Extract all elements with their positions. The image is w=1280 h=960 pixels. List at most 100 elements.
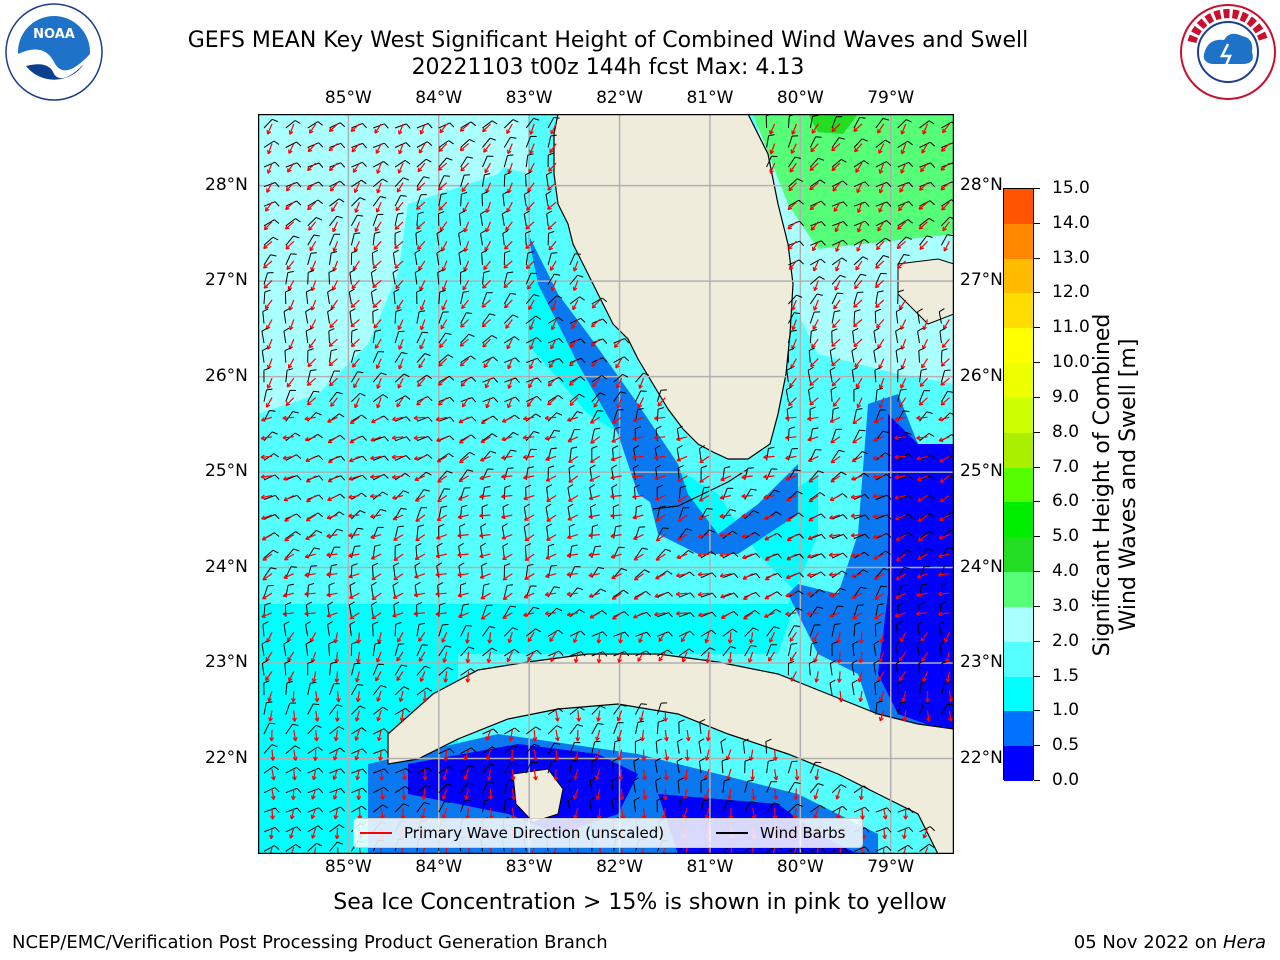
wind-barb-flag (515, 377, 520, 383)
wind-barb-flag (533, 430, 540, 434)
wave-arrow-head (391, 454, 396, 458)
wind-barb (502, 194, 505, 207)
wind-barb (263, 845, 275, 852)
wave-direction-arrow (677, 475, 688, 483)
wind-barb (941, 412, 951, 422)
wave-arrow-head (809, 185, 812, 190)
wave-direction-arrow (809, 182, 819, 191)
wind-barb (502, 233, 505, 246)
wind-barb-flag (908, 494, 914, 501)
wind-barb (329, 747, 341, 755)
wind-barb-flag (274, 807, 280, 813)
wind-barb (372, 624, 374, 637)
wind-barb-flag (527, 466, 534, 469)
wave-direction-arrow (529, 143, 535, 155)
wind-barb-flag (362, 123, 367, 129)
wind-barb-flag (553, 429, 560, 432)
wind-barb (263, 744, 273, 754)
wave-direction-arrow (831, 377, 841, 387)
wind-barb-flag (830, 386, 837, 391)
wind-barb-flag (270, 254, 277, 257)
wave-direction-arrow (918, 514, 928, 522)
wind-barb-flag (819, 804, 826, 809)
wind-barb (591, 357, 603, 364)
wave-arrow-head (283, 556, 288, 561)
wind-barb (263, 494, 276, 500)
wave-direction-arrow (311, 299, 317, 311)
wave-arrow-head (938, 591, 943, 595)
wave-arrow-head (441, 814, 444, 819)
wave-arrow-head (260, 474, 265, 478)
wind-barb-flag (318, 142, 324, 148)
wave-arrow-head (351, 147, 354, 152)
wind-barb (350, 350, 356, 363)
wave-direction-arrow (523, 416, 535, 420)
wind-barb-flag (317, 825, 324, 830)
wave-direction-arrow (311, 827, 317, 839)
wave-arrow-head (548, 245, 551, 251)
wind-barb-flag (884, 139, 891, 144)
wave-direction-arrow (899, 632, 907, 643)
wave-arrow-head (351, 284, 354, 289)
wind-barb-flag (733, 573, 739, 579)
wind-barb-flag (448, 375, 455, 381)
wave-direction-arrow (305, 436, 316, 441)
wave-arrow-head (918, 205, 922, 210)
wind-barb (284, 663, 287, 676)
wind-barb (787, 331, 792, 344)
wave-direction-arrow (529, 358, 535, 370)
wave-direction-arrow (789, 162, 797, 173)
wave-arrow-head (632, 514, 637, 519)
wave-direction-arrow (901, 358, 907, 370)
wind-barb (371, 252, 374, 265)
wind-barb (438, 157, 447, 168)
wind-barb (460, 764, 471, 774)
wave-arrow-head (479, 513, 484, 517)
wave-direction-arrow (435, 416, 447, 421)
wave-direction-arrow (392, 416, 404, 421)
wind-barb-flag (842, 493, 848, 498)
wind-barb-flag (550, 447, 558, 450)
wave-direction-arrow (263, 279, 273, 289)
wind-barb (503, 781, 509, 793)
wave-arrow-head (772, 756, 777, 761)
wind-barb-flag (883, 568, 890, 571)
wind-barb-flag (436, 249, 443, 254)
wave-direction-arrow (812, 240, 819, 252)
wind-barb-flag (296, 141, 302, 147)
wind-barb-flag (419, 310, 426, 313)
wind-barb (392, 272, 396, 285)
wind-barb (851, 663, 855, 676)
wind-barb (897, 494, 910, 500)
wave-arrow-head (916, 592, 921, 596)
wind-barb-flag (310, 252, 317, 254)
wave-arrow-head (895, 575, 899, 580)
wave-direction-arrow (443, 651, 448, 663)
wave-direction-arrow (677, 514, 688, 522)
wave-arrow-head (481, 303, 485, 308)
wind-barb-flag (874, 367, 881, 371)
wave-direction-arrow (525, 221, 535, 230)
wave-arrow-head (830, 438, 834, 443)
wave-direction-arrow (436, 534, 448, 540)
wind-barb-flag (689, 592, 695, 598)
wave-arrow-head (415, 517, 419, 522)
wind-barb (285, 723, 294, 735)
wave-arrow-head (872, 534, 877, 539)
wave-arrow-head (304, 591, 309, 595)
wave-arrow-head (918, 401, 922, 406)
wind-barb-flag (427, 141, 433, 146)
wave-arrow-head (572, 795, 575, 800)
wave-arrow-head (566, 591, 571, 595)
wave-arrow-head (501, 418, 506, 423)
wind-barb (416, 331, 423, 344)
wind-barb-flag (490, 450, 497, 454)
wind-barb-flag (359, 705, 366, 709)
wind-barb (613, 651, 625, 657)
wind-barb-flag (903, 254, 910, 256)
wind-barb (329, 215, 338, 227)
wave-direction-arrow (765, 553, 775, 561)
wind-barb (261, 643, 265, 656)
wave-arrow-head (566, 571, 571, 576)
wind-barb-flag (903, 566, 910, 569)
